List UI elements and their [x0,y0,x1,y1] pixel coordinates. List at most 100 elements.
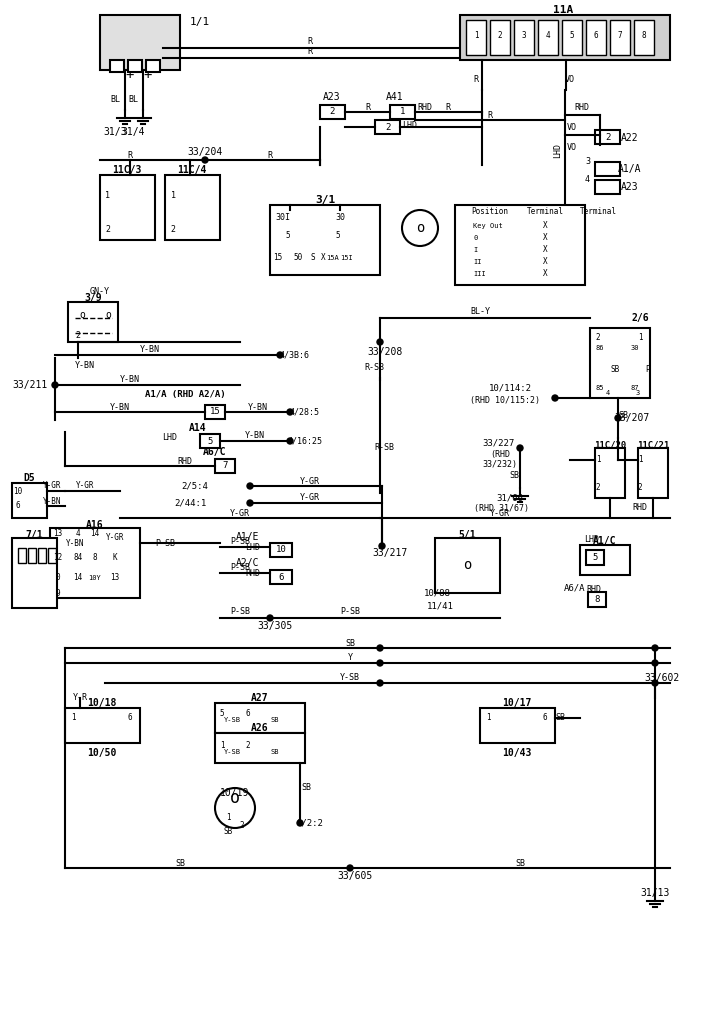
Circle shape [377,660,383,666]
Text: 33/208: 33/208 [367,347,403,357]
Text: 7: 7 [222,462,228,470]
Circle shape [652,645,658,651]
Text: 5: 5 [336,230,341,240]
Text: LHD: LHD [403,121,417,129]
Bar [200,434,220,449]
Text: 4: 4 [546,32,551,41]
Text: 2: 2 [605,132,611,141]
Text: 3: 3 [585,158,590,167]
Bar [215,459,235,473]
Bar [50,528,140,598]
Bar [205,406,225,419]
Text: SB: SB [509,471,519,480]
Text: A16: A16 [86,520,104,530]
Text: A27: A27 [251,693,269,703]
Text: RHD: RHD [575,103,589,113]
Text: 33/227: 33/227 [482,438,514,447]
Bar [514,20,534,55]
Text: 84: 84 [73,554,82,562]
Circle shape [377,645,383,651]
Text: R-SB: R-SB [364,364,384,373]
Text: 8: 8 [92,554,97,562]
Text: Y-GR: Y-GR [43,481,61,490]
Text: Position: Position [472,208,508,216]
Text: (RHD 10/115:2): (RHD 10/115:2) [470,395,540,404]
Text: o: o [105,310,111,319]
Circle shape [297,820,303,826]
Text: A22: A22 [621,133,639,143]
Bar [48,548,56,563]
Circle shape [277,352,283,358]
Circle shape [287,438,293,444]
Bar [12,538,57,608]
Text: 5: 5 [220,709,224,718]
Text: 5: 5 [570,32,575,41]
Bar [595,162,620,176]
Text: 4/3B:6: 4/3B:6 [280,350,310,359]
Circle shape [517,445,523,451]
Text: 85: 85 [596,385,604,391]
Text: 1: 1 [638,456,642,465]
Text: Y-BN: Y-BN [75,360,95,370]
Text: 6: 6 [543,714,547,723]
Text: LHD: LHD [584,535,599,544]
Circle shape [552,395,558,401]
Text: X: X [321,254,325,262]
Text: P-SB: P-SB [230,563,250,572]
Circle shape [202,157,208,163]
Text: X: X [543,269,547,279]
Text: 2: 2 [638,483,642,493]
Text: 5: 5 [207,436,213,445]
Text: Y-GR: Y-GR [300,494,320,503]
Text: 2: 2 [596,334,601,342]
Text: 33/605: 33/605 [338,871,373,881]
Bar [490,20,510,55]
Text: 1/1: 1/1 [190,17,210,27]
Text: 30I: 30I [276,213,290,222]
Text: 11C/20: 11C/20 [594,440,626,450]
Text: VO: VO [567,124,577,132]
Circle shape [287,409,293,415]
Text: 3: 3 [522,32,527,41]
Text: 33/204: 33/204 [188,147,223,157]
Text: R: R [446,102,450,112]
Text: R: R [365,102,371,112]
Text: 2: 2 [330,108,335,117]
Bar [480,708,555,743]
Bar [435,538,500,593]
Circle shape [347,865,353,871]
Text: Y-BN: Y-BN [43,497,61,506]
Text: 2: 2 [385,123,390,131]
Text: 33/211: 33/211 [13,380,48,390]
Text: 15A: 15A [326,255,339,261]
Text: 0: 0 [56,573,61,583]
Bar [580,545,630,575]
Text: SB: SB [301,783,311,793]
Text: R: R [487,111,493,120]
Text: 9: 9 [56,589,61,597]
Text: 10Y: 10Y [89,575,102,581]
Bar [68,302,118,342]
Text: SB: SB [271,749,279,755]
Text: 6: 6 [128,714,133,723]
Text: RHD: RHD [587,586,601,595]
Text: P-SB: P-SB [155,539,175,548]
Text: Y-GR: Y-GR [75,481,94,490]
Bar [270,570,292,584]
Text: RHD: RHD [245,569,261,579]
Text: X: X [543,233,547,243]
Text: 4: 4 [75,528,80,538]
Bar [538,20,558,55]
Text: 2: 2 [106,225,111,234]
Text: 6: 6 [245,709,250,718]
Bar [110,60,124,72]
Text: 5: 5 [592,553,598,562]
Text: R-SB: R-SB [374,443,394,453]
Text: Y-BN: Y-BN [110,402,130,412]
Text: 31/3: 31/3 [103,127,127,137]
Text: 12: 12 [54,554,63,562]
Text: 2: 2 [171,225,176,234]
Text: 10/17: 10/17 [502,698,532,708]
Text: 14: 14 [73,573,82,583]
Text: A26: A26 [251,723,269,733]
